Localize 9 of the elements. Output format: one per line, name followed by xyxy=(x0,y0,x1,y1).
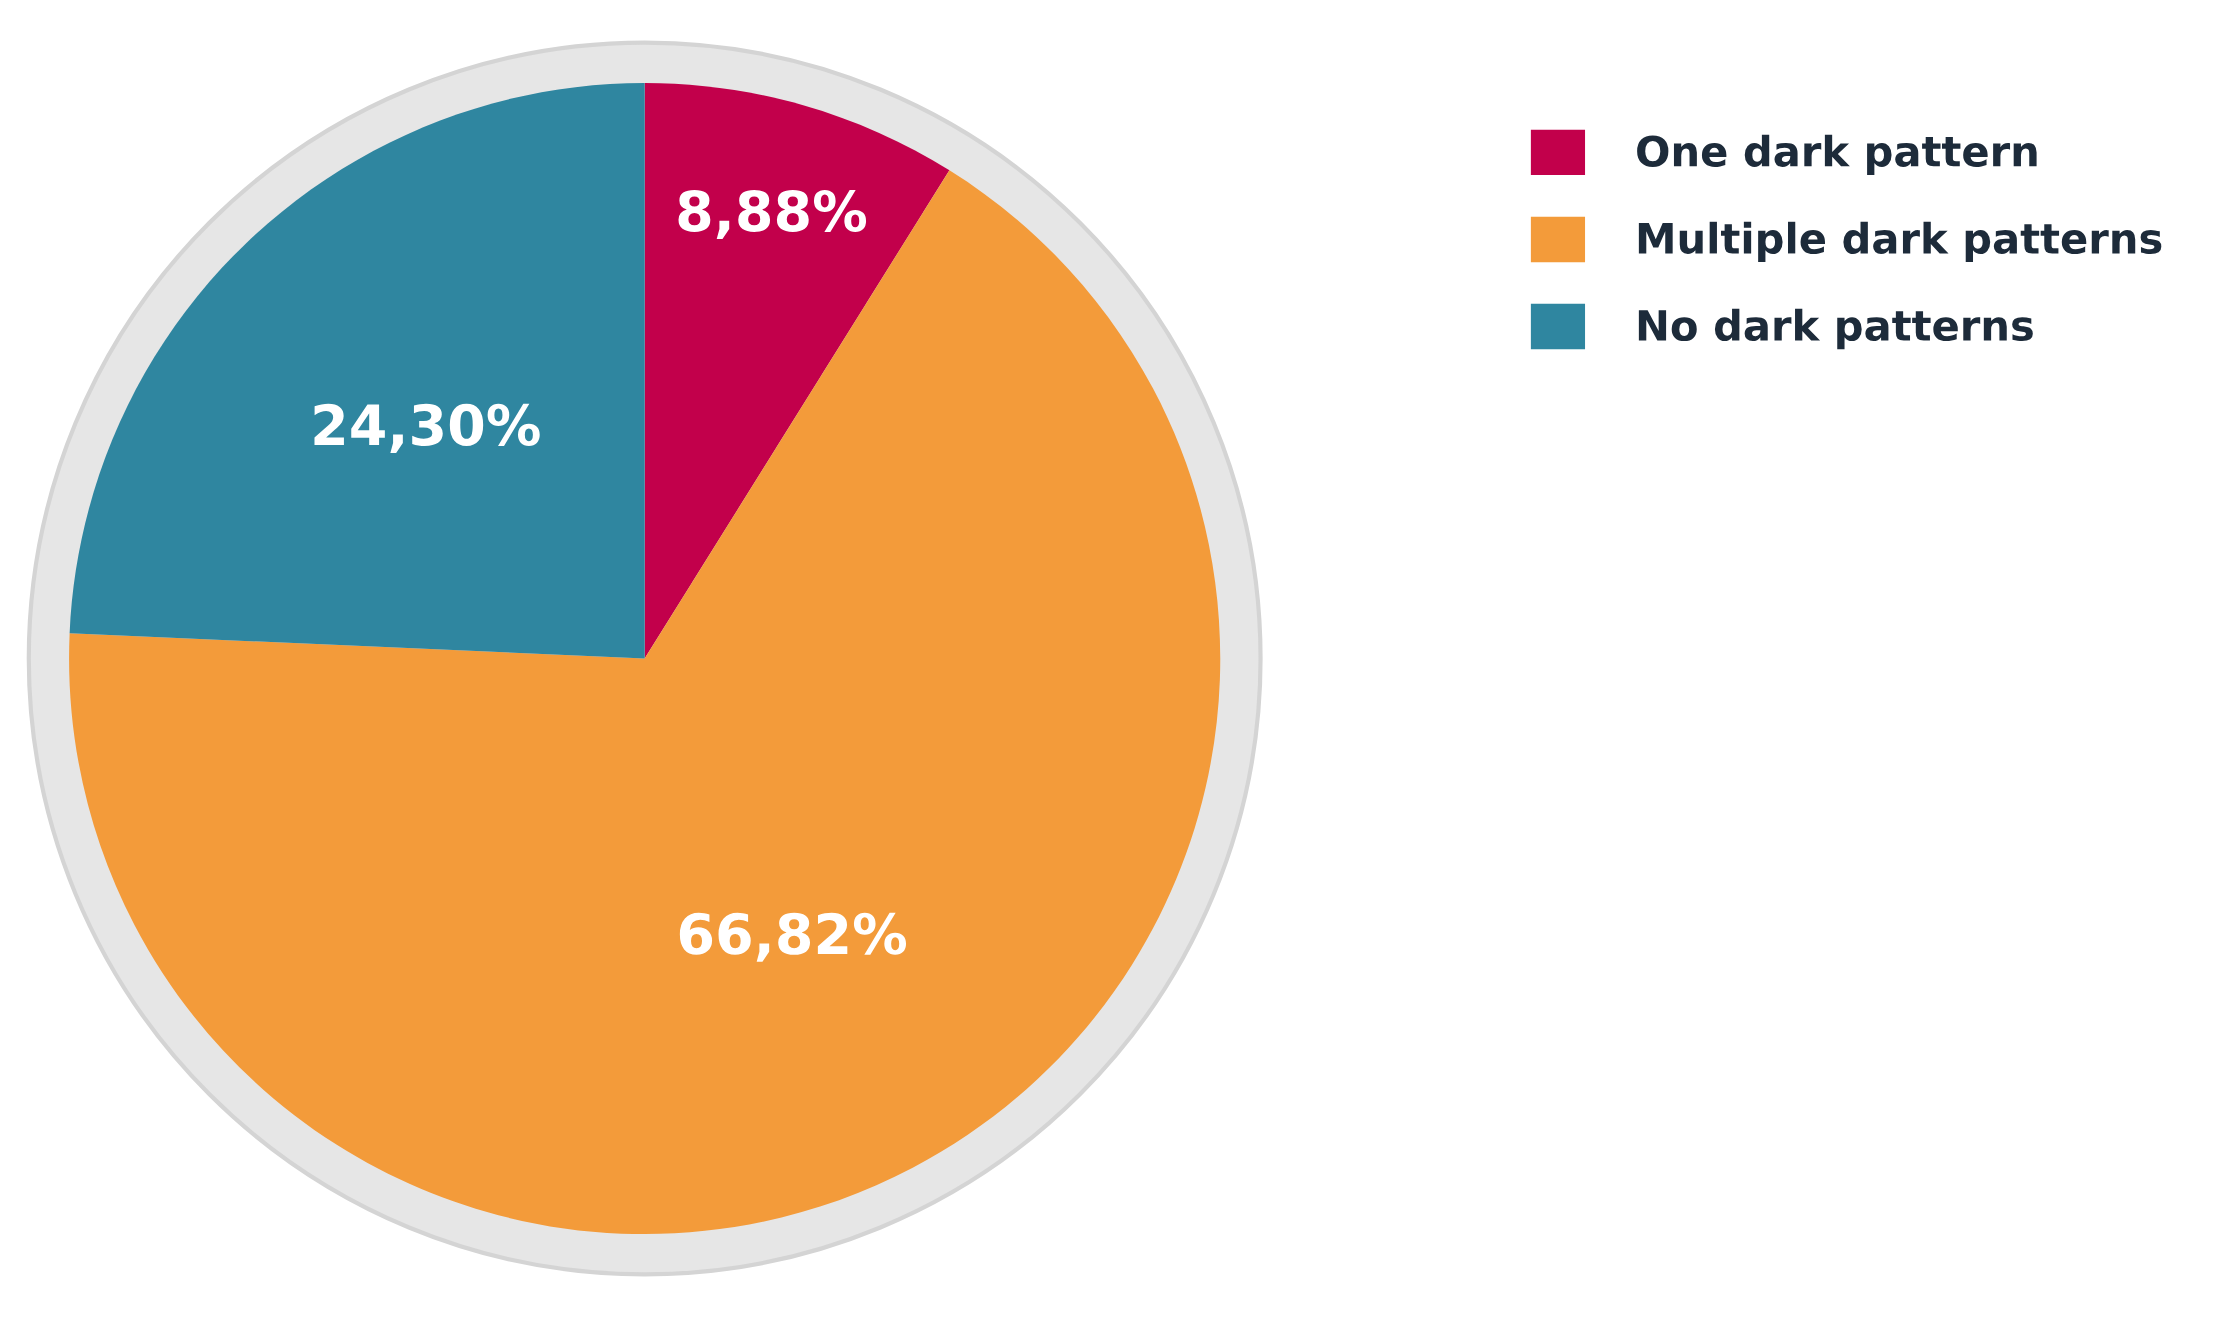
legend-label: No dark patterns xyxy=(1638,308,2033,350)
legend-label: One dark pattern xyxy=(1637,134,2037,176)
pie-slice xyxy=(69,82,645,659)
data-label: 66,82% xyxy=(679,912,907,962)
legend-label: Multiple dark patterns xyxy=(1638,221,2162,263)
pie-slice xyxy=(69,170,1221,1235)
data-label: 8,88% xyxy=(678,189,867,240)
pie-slice xyxy=(644,82,950,659)
data-label: 24,30% xyxy=(314,403,540,453)
